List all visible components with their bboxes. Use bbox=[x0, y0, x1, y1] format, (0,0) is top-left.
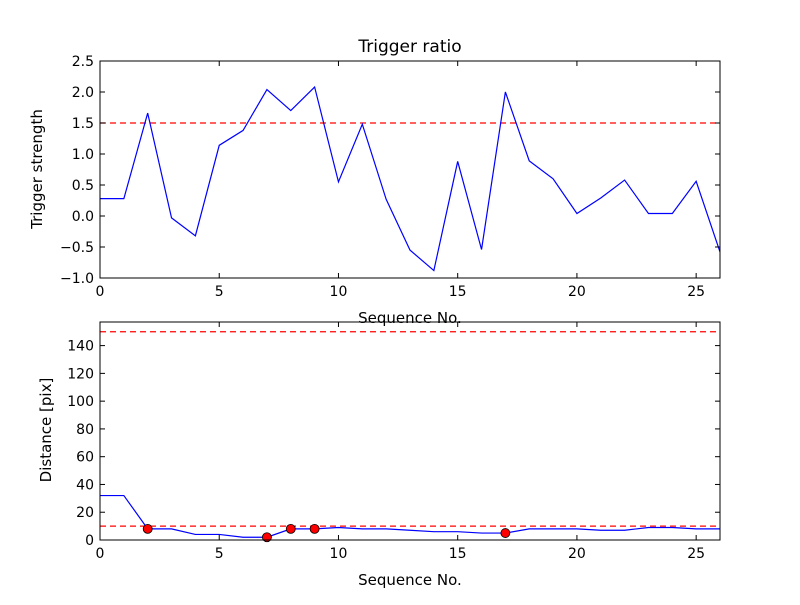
x-tick-label: 10 bbox=[330, 546, 348, 562]
x-tick-label: 15 bbox=[449, 284, 467, 300]
x-tick-label: 5 bbox=[215, 546, 224, 562]
data-point-marker bbox=[285, 523, 296, 534]
x-tick-label: 25 bbox=[687, 546, 705, 562]
y-tick-label: −1.0 bbox=[60, 271, 94, 287]
x-tick-label: 25 bbox=[687, 284, 705, 300]
y-tick-label: 140 bbox=[67, 339, 94, 355]
y-tick-label: 0 bbox=[85, 533, 94, 549]
x-tick-label: 0 bbox=[96, 284, 105, 300]
plot-frame bbox=[99, 321, 721, 541]
y-tick-label: −0.5 bbox=[60, 240, 94, 256]
x-tick-label: 20 bbox=[568, 546, 586, 562]
series-line bbox=[100, 494, 720, 538]
distance-chart: Sequence No. Distance [pix] 0 5 10 15 20 25 0 2… bbox=[37, 321, 721, 589]
y-tick-label: 80 bbox=[76, 422, 94, 438]
y-tick-label: 0.0 bbox=[72, 209, 94, 225]
data-point-marker bbox=[500, 528, 511, 538]
trigger-ratio-chart: Trigger ratio Sequence No. Trigger stren… bbox=[28, 37, 721, 327]
x-tick-label: 5 bbox=[215, 284, 224, 300]
chart-title: Trigger ratio bbox=[357, 37, 461, 57]
y-tick-label: 100 bbox=[67, 394, 94, 410]
y-axis-label: Trigger strength bbox=[28, 109, 46, 230]
data-point-marker bbox=[262, 532, 272, 543]
y-axis-label: Distance [pix] bbox=[37, 378, 55, 483]
plot-frame bbox=[99, 60, 721, 279]
y-tick-label: 40 bbox=[76, 477, 94, 493]
y-tick-label: 2.0 bbox=[72, 85, 94, 101]
data-point-marker bbox=[309, 523, 320, 534]
y-tick-label: 2.5 bbox=[72, 54, 94, 70]
y-tick-label: 120 bbox=[67, 366, 94, 382]
y-tick-label: 60 bbox=[76, 450, 94, 466]
x-tick-label: 20 bbox=[568, 284, 586, 300]
x-axis-label: Sequence No. bbox=[358, 571, 462, 589]
y-tick-label: 1.0 bbox=[72, 147, 94, 163]
x-tick-label: 10 bbox=[330, 284, 348, 300]
x-axis-label: Sequence No. bbox=[358, 309, 462, 327]
y-tick-label: 0.5 bbox=[72, 178, 94, 194]
x-tick-label: 0 bbox=[96, 546, 105, 562]
y-tick-label: 20 bbox=[76, 505, 94, 521]
x-tick-label: 15 bbox=[449, 546, 467, 562]
y-tick-label: 1.5 bbox=[72, 116, 94, 132]
series-line bbox=[100, 85, 721, 272]
data-point-marker bbox=[142, 523, 153, 534]
